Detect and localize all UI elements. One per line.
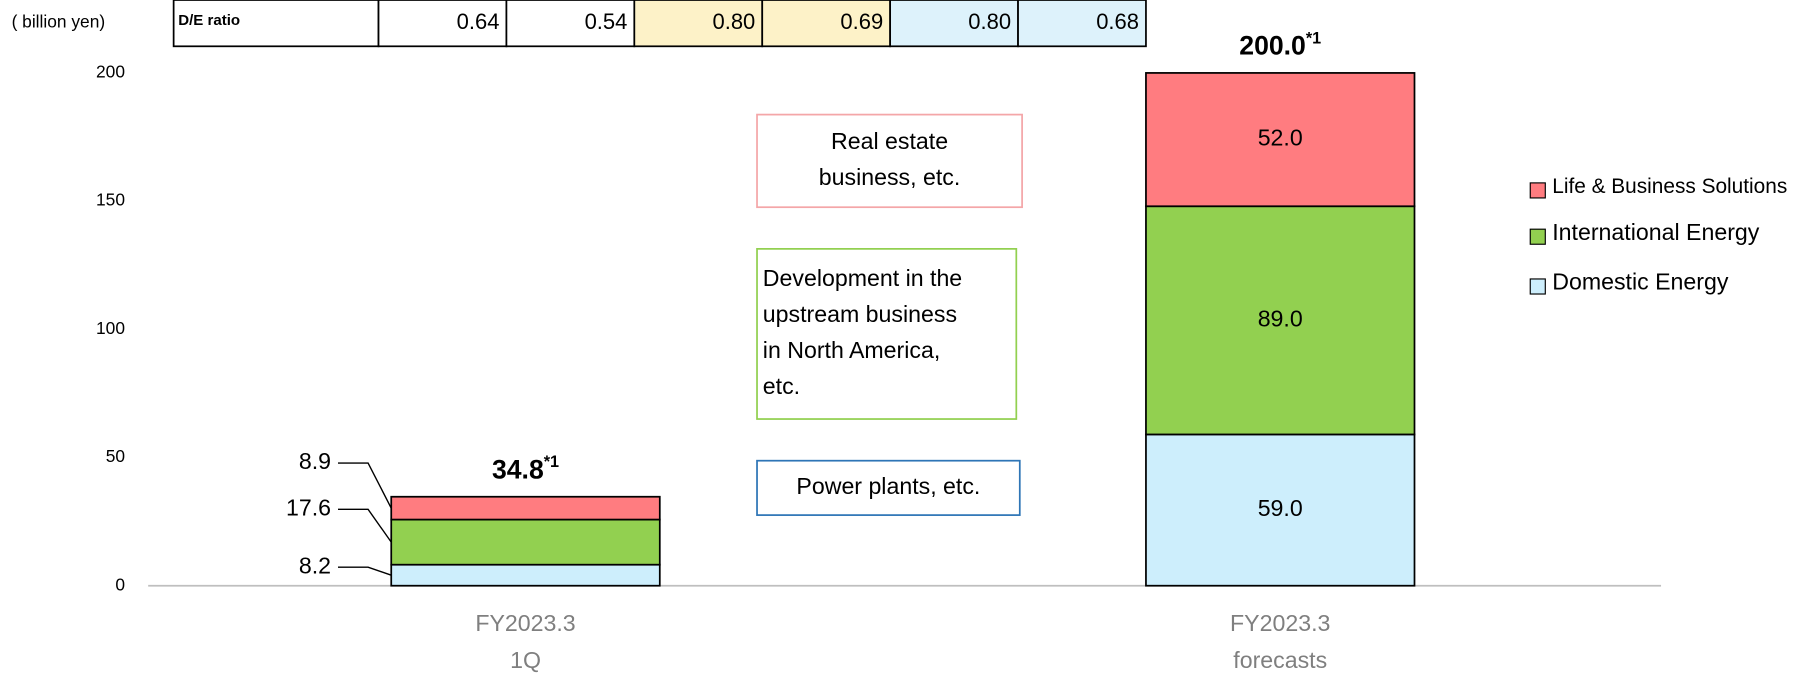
leader-line (337, 566, 392, 576)
bar-segment (390, 495, 661, 521)
annotation-text: etc. (763, 373, 800, 399)
table-value: 0.54 (585, 9, 628, 34)
annotation-text: Development in the (763, 265, 962, 291)
total-value: 200.0 (1239, 30, 1306, 60)
table-cell (377, 0, 508, 48)
bar-segment (1145, 433, 1416, 587)
legend-swatch (1529, 278, 1546, 295)
bar-segment (390, 563, 661, 587)
table-cell (505, 0, 636, 48)
table-label: D/E ratio (178, 12, 240, 29)
value-label: 59.0 (1258, 495, 1303, 521)
total-label: 200.0*1 (1239, 30, 1321, 61)
y-tick-label: 100 (96, 318, 125, 338)
value-label: 17.6 (286, 494, 331, 520)
x-tick-label: FY2023.3 (475, 610, 575, 636)
legend-swatch (1529, 228, 1546, 245)
table-value: 0.64 (457, 9, 500, 34)
total-value: 34.8 (492, 454, 544, 484)
annotation-box (756, 459, 1021, 516)
bar-segment (1145, 72, 1416, 208)
unit-label: ( billion yen) (12, 12, 106, 32)
annotation-text: business, etc. (819, 164, 961, 190)
table-label-cell (172, 0, 380, 48)
annotation-text: upstream business (763, 301, 957, 327)
x-tick-label: FY2023.3 (1230, 610, 1330, 636)
table-cell (1017, 0, 1147, 48)
annotation-text: Real estate (831, 128, 948, 154)
legend-label: Domestic Energy (1552, 269, 1729, 295)
table-value: 0.80 (968, 9, 1011, 34)
value-label: 89.0 (1258, 305, 1303, 331)
bar-segment (1145, 205, 1416, 436)
table-value: 0.69 (840, 9, 883, 34)
table-cell (761, 0, 892, 48)
legend-swatch (1529, 182, 1546, 199)
annotation-box (756, 248, 1018, 420)
value-label: 52.0 (1258, 125, 1303, 151)
total-note: *1 (1306, 30, 1321, 48)
x-tick-label: forecasts (1233, 647, 1327, 673)
y-tick-label: 50 (106, 446, 125, 466)
table-cell (889, 0, 1019, 48)
y-tick-label: 0 (115, 574, 125, 594)
total-label: 34.8*1 (492, 453, 559, 484)
bar-segment (390, 518, 661, 566)
table-value: 0.68 (1096, 9, 1139, 34)
leader-line (337, 462, 392, 509)
y-tick-label: 200 (96, 62, 125, 82)
y-tick-label: 150 (96, 190, 125, 210)
annotation-box (756, 113, 1023, 209)
legend-label: International Energy (1552, 219, 1760, 245)
value-label: 8.2 (299, 552, 331, 578)
leader-line (337, 508, 392, 543)
legend-label: Life & Business Solutions (1552, 175, 1787, 198)
annotation-text: Power plants, etc. (796, 473, 980, 499)
annotation-text: in North America, (763, 337, 940, 363)
total-note: *1 (544, 453, 559, 471)
value-label: 8.9 (299, 448, 331, 474)
x-tick-label: 1Q (510, 647, 541, 673)
table-value: 0.80 (712, 9, 755, 34)
